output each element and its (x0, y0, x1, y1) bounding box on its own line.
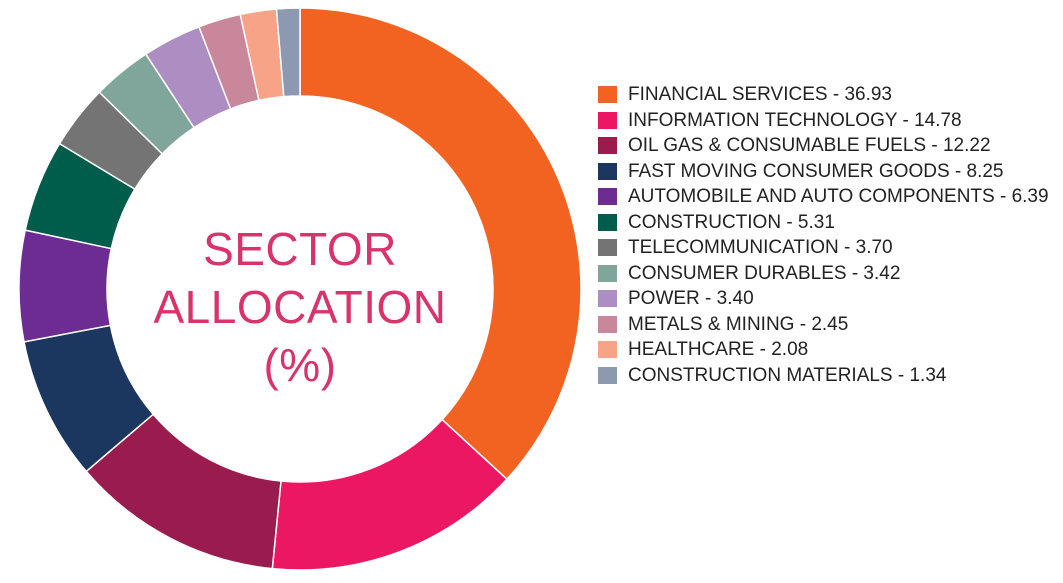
legend-swatch (598, 162, 617, 180)
legend-label: METALS & MINING - 2.45 (628, 313, 849, 335)
legend-swatch (598, 188, 617, 205)
legend-swatch (598, 264, 617, 282)
legend-item: TELECOMMUNICATION - 3.70 (598, 235, 1058, 261)
legend-swatch (598, 341, 617, 358)
legend-swatch (598, 213, 617, 231)
center-title-line-3: (%) (263, 339, 337, 391)
donut-svg (18, 7, 582, 571)
legend-label: POWER - 3.40 (628, 288, 754, 309)
legend-item: CONSUMER DURABLES - 3.42 (598, 261, 1058, 287)
legend-item: CONSTRUCTION MATERIALS - 1.34 (598, 363, 1058, 389)
legend-label: OIL GAS & CONSUMABLE FUELS - 12.22 (628, 135, 991, 156)
legend-label: CONSTRUCTION MATERIALS - 1.34 (628, 364, 947, 386)
legend-label: AUTOMOBILE AND AUTO COMPONENTS - 6.39 (628, 186, 1049, 207)
donut-slice-construction-materials (275, 7, 301, 98)
center-title-line-1: SECTOR (203, 223, 397, 275)
legend-swatch (598, 137, 617, 154)
legend-item: FAST MOVING CONSUMER GOODS - 8.25 (598, 159, 1058, 185)
legend-label: INFORMATION TECHNOLOGY - 14.78 (628, 109, 962, 131)
legend-swatch (598, 315, 617, 333)
center-title-line-2: ALLOCATION (153, 281, 447, 333)
legend-swatch (598, 86, 617, 103)
legend-item: INFORMATION TECHNOLOGY - 14.78 (598, 108, 1058, 134)
donut-chart: SECTOR ALLOCATION (%) (18, 7, 582, 571)
legend-item: AUTOMOBILE AND AUTO COMPONENTS - 6.39 (598, 184, 1058, 210)
legend-item: OIL GAS & CONSUMABLE FUELS - 12.22 (598, 133, 1058, 159)
chart-legend: FINANCIAL SERVICES - 36.93 INFORMATION TE… (598, 82, 1058, 388)
legend-label: HEALTHCARE - 2.08 (628, 339, 809, 360)
donut-slice-financial-services (299, 7, 582, 481)
chart-center-title: SECTOR ALLOCATION (%) (119, 220, 481, 394)
legend-label: FINANCIAL SERVICES - 36.93 (628, 84, 892, 105)
legend-label: CONSUMER DURABLES - 3.42 (628, 262, 901, 284)
legend-swatch (598, 239, 617, 256)
legend-item: FINANCIAL SERVICES - 36.93 (598, 82, 1058, 108)
legend-item: POWER - 3.40 (598, 286, 1058, 312)
legend-swatch (598, 111, 617, 129)
donut-slice-automobile-and-auto-components (18, 229, 113, 343)
legend-swatch (598, 366, 617, 384)
legend-label: FAST MOVING CONSUMER GOODS - 8.25 (628, 160, 1004, 182)
legend-item: CONSTRUCTION - 5.31 (598, 210, 1058, 236)
legend-item: METALS & MINING - 2.45 (598, 312, 1058, 338)
legend-label: CONSTRUCTION - 5.31 (628, 211, 835, 233)
legend-swatch (598, 290, 617, 307)
legend-item: HEALTHCARE - 2.08 (598, 337, 1058, 363)
legend-label: TELECOMMUNICATION - 3.70 (628, 237, 893, 258)
